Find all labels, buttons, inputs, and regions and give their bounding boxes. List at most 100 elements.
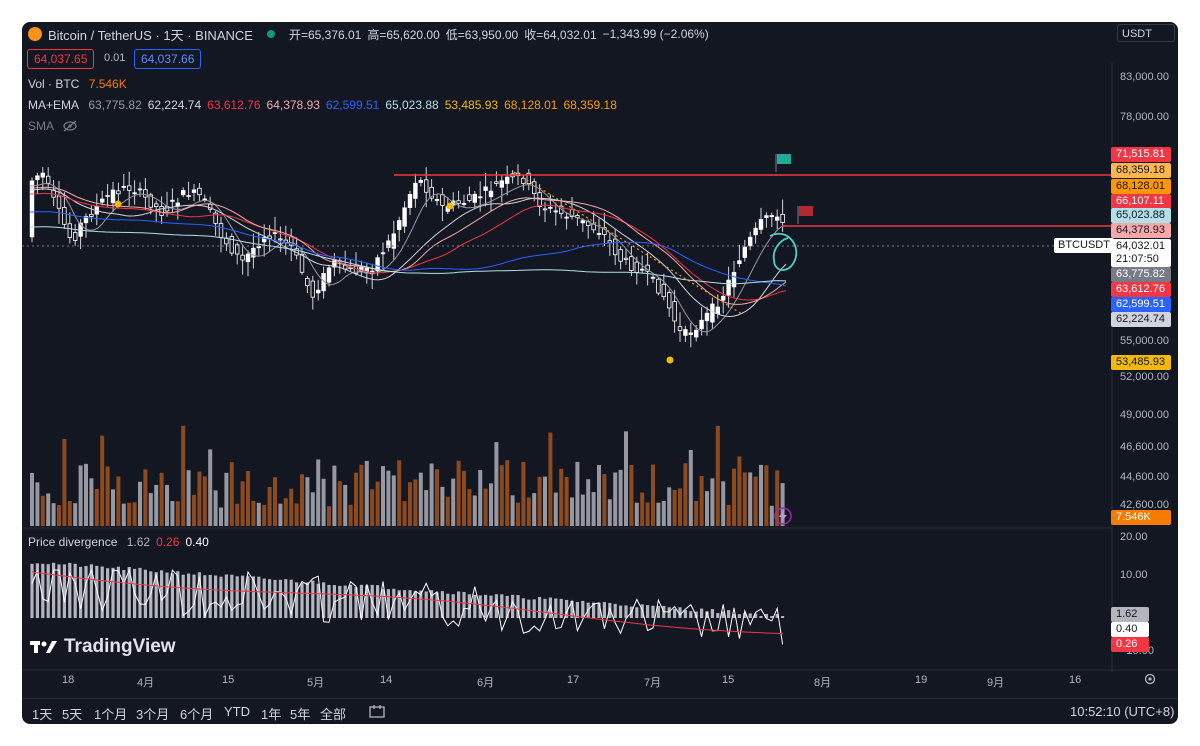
divergence-bar [419, 590, 423, 618]
tradingview-logo-icon [30, 641, 57, 653]
spread-value: 0.01 [104, 52, 126, 64]
highlight-curve [769, 233, 798, 271]
volume-bar [343, 484, 348, 526]
volume-bar [764, 465, 769, 526]
buy-button[interactable]: 64,037.66 [134, 49, 202, 69]
timeframe-button[interactable]: 1个月 [94, 707, 128, 722]
ema-line-pink [29, 186, 787, 305]
volume-bar [694, 500, 699, 526]
ma-ema-legend[interactable]: MA+EMA 63,775.82 62,224.74 63,612.76 64,378… [28, 98, 617, 112]
volume-bar [629, 464, 634, 526]
divergence-bar [376, 585, 380, 618]
volume-bar [672, 489, 677, 526]
divergence-bar [208, 574, 212, 618]
candle-body [715, 306, 720, 315]
timeframe-button[interactable]: 6个月 [180, 707, 214, 722]
price-label: 68,128.01 [1111, 179, 1171, 194]
volume-bar [62, 438, 67, 526]
divergence-bar [532, 599, 536, 618]
volume-bar [30, 472, 34, 526]
divergence-bar [57, 564, 61, 618]
volume-bar [667, 487, 672, 526]
ma-ema-value: 68,128.01 [504, 98, 558, 112]
sma-legend[interactable]: SMA [28, 119, 78, 133]
divergence-bar [759, 616, 763, 618]
divergence-bar [165, 572, 169, 618]
divergence-bar [73, 563, 77, 618]
divergence-value: 0.40 [185, 535, 209, 549]
candle-body [764, 215, 769, 218]
signal-dot [446, 202, 454, 210]
volume-bar [699, 475, 704, 526]
price-axis-label: 49,000.00 [1120, 409, 1169, 421]
volume-bar [148, 493, 153, 526]
divergence-bar [505, 595, 509, 618]
divergence-value: 0.26 [156, 535, 180, 549]
candle-body [429, 186, 434, 199]
volume-bar [256, 502, 261, 526]
divergence-bar [430, 590, 434, 618]
divergence-bar [89, 564, 93, 618]
candle-body [132, 192, 137, 195]
timeframe-button[interactable]: 5天 [62, 707, 83, 722]
candle-body [143, 189, 148, 198]
volume-bar [494, 442, 499, 526]
candle-body [326, 267, 332, 283]
divergence-bar [721, 611, 725, 618]
candle-body [710, 303, 715, 323]
volume-bar [121, 503, 126, 526]
volume-bar [127, 502, 132, 526]
divergence-bar [392, 588, 396, 618]
price-label: 68,359.18 [1111, 163, 1171, 178]
candle-body [526, 172, 531, 185]
candle-body [780, 213, 785, 223]
divergence-bar [408, 590, 412, 618]
candle-body [483, 186, 488, 191]
clock[interactable]: 10:52:10 (UTC+8) [1070, 704, 1175, 719]
eye-off-icon[interactable] [62, 120, 78, 132]
divergence-legend[interactable]: Price divergence 1.62 0.26 0.40 [28, 535, 209, 549]
candle-body [650, 276, 656, 279]
volume-bar [202, 476, 207, 526]
divergence-bar [349, 584, 353, 618]
candle-body [683, 329, 688, 336]
volume-legend[interactable]: Vol · BTC 7.546K [28, 77, 127, 91]
timeframe-button[interactable]: 1天 [32, 707, 53, 722]
candle-body [299, 253, 305, 273]
timeframe-button[interactable]: YTD [224, 704, 250, 719]
chart-canvas[interactable] [22, 22, 1178, 724]
divergence-bar [187, 573, 191, 618]
symbol-title[interactable]: Bitcoin / TetherUS · 1天 · BINANCE [48, 27, 253, 43]
divergence-bar [381, 589, 385, 618]
ma-ema-value: 68,359.18 [563, 98, 617, 112]
volume-bar [721, 481, 726, 526]
price-label: 63,775.82 [1111, 267, 1171, 282]
divergence-bar [775, 614, 779, 618]
candle-body [742, 246, 747, 258]
volume-bar [159, 472, 164, 526]
divergence-bar [635, 607, 639, 618]
gear-icon[interactable] [1143, 672, 1157, 686]
timeframe-button[interactable]: 3个月 [136, 707, 170, 722]
divergence-bar [214, 575, 218, 618]
candle-body [100, 198, 105, 203]
timeframe-button[interactable]: 1年 [261, 707, 282, 722]
volume-bar [364, 460, 369, 526]
volume-bar [165, 484, 169, 526]
candle-body [170, 199, 175, 202]
candle-body [434, 199, 440, 201]
sell-button[interactable]: 64,037.65 [27, 49, 95, 69]
divergence-bar [322, 582, 326, 618]
divergence-bar [100, 566, 104, 618]
volume-bar [418, 472, 423, 526]
volume-bar [186, 470, 191, 526]
compare-icon[interactable] [368, 704, 386, 720]
candle-body [494, 181, 499, 184]
timeframe-button[interactable]: 5年 [290, 707, 311, 722]
timeframe-button[interactable]: 全部 [320, 707, 347, 722]
currency-select[interactable]: USDT [1117, 24, 1175, 42]
volume-bar [553, 492, 558, 526]
ma-ema-value: 65,023.88 [385, 98, 439, 112]
ma-ema-value: 63,775.82 [88, 98, 142, 112]
divergence-bar [457, 591, 461, 618]
